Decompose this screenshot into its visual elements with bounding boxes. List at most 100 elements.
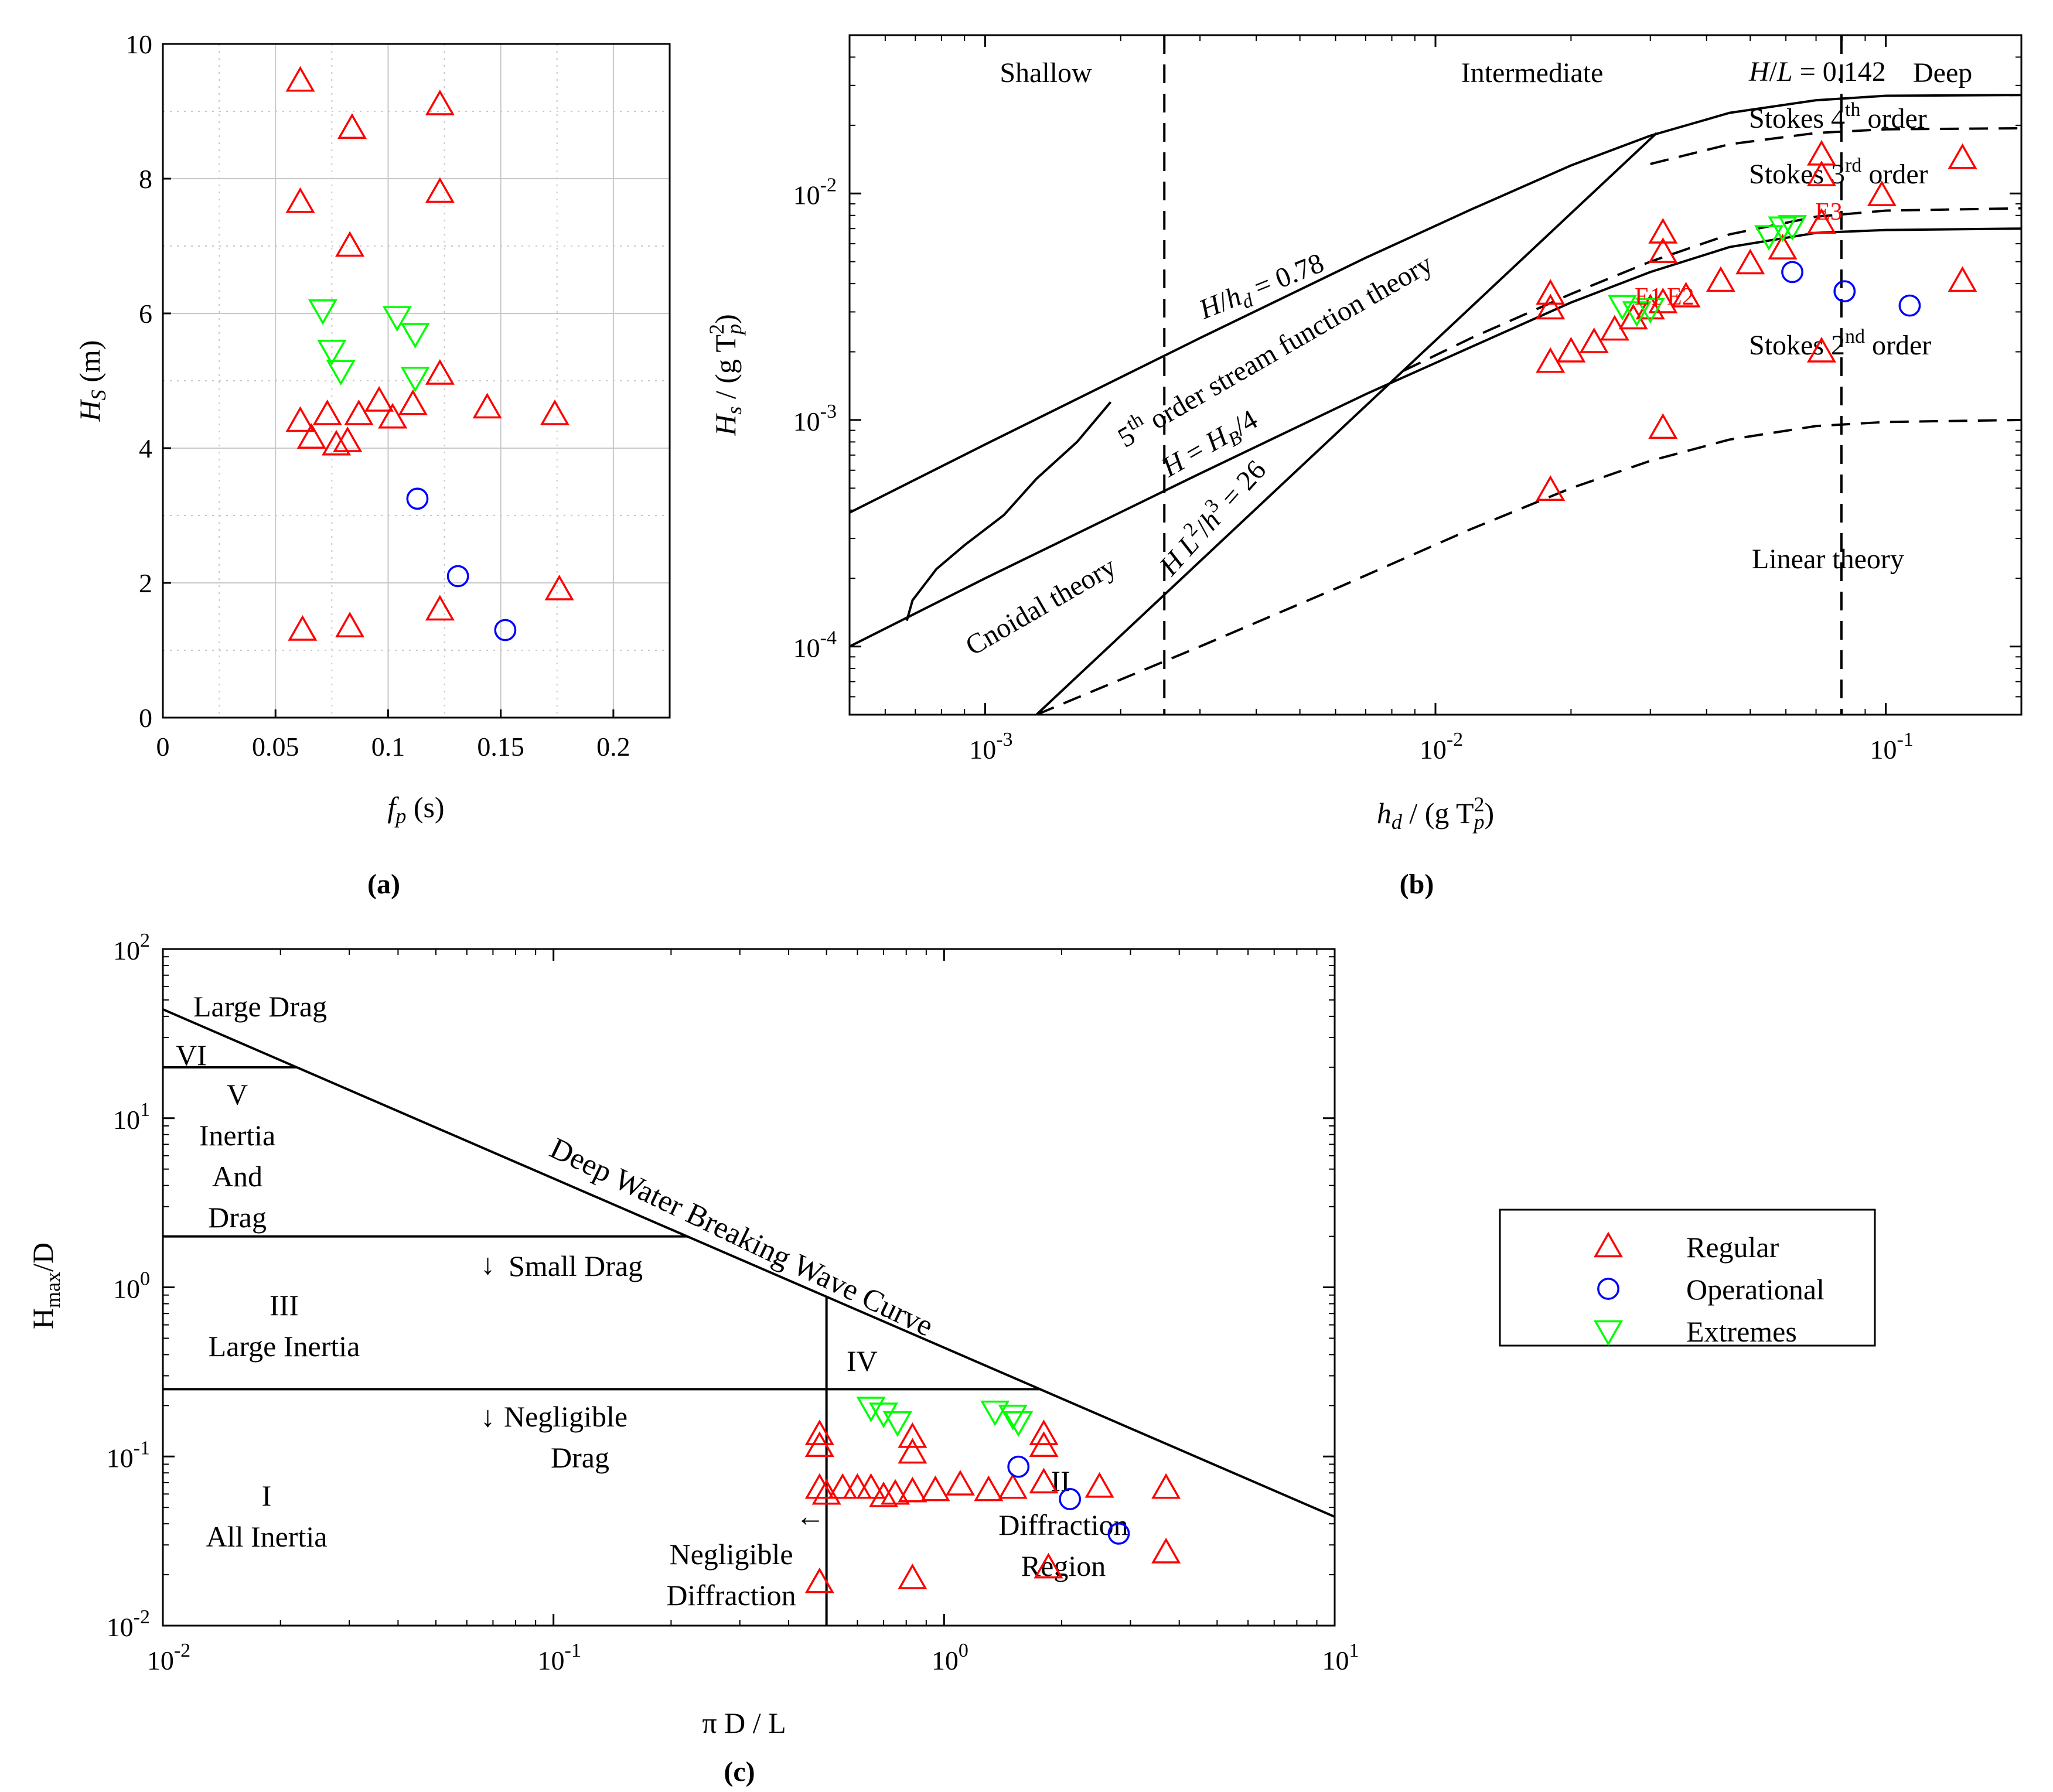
panel-c: 10-2 10-1 100 101 102 10-2 10-1 100 101 Large Dr… xyxy=(26,930,1359,1787)
point-extremes xyxy=(400,367,430,392)
point-regular xyxy=(1029,1419,1059,1445)
x-tick-label: 0 xyxy=(156,732,170,762)
point-label-e1: E1 xyxy=(1635,284,1662,310)
y-tick-label: 10-2 xyxy=(107,1606,150,1642)
point-regular xyxy=(945,1470,975,1496)
point-extremes xyxy=(869,1402,899,1429)
x-tick-label: 101 xyxy=(1322,1640,1359,1675)
y-tick-label: 10-4 xyxy=(793,627,837,663)
legend-marker-regular xyxy=(1593,1231,1624,1258)
panel-b-ticks: 10-4 10-3 10-2 10-3 10-2 10-1 xyxy=(793,35,2022,764)
x-tick-label: 10-3 xyxy=(969,729,1012,764)
x-tick-label: 10-2 xyxy=(1420,729,1463,764)
region-iv-label: IV xyxy=(847,1344,878,1377)
stokes3-boundary xyxy=(1403,207,2021,372)
hl-limit-label: H/L = 0.142 xyxy=(1748,56,1886,87)
point-operational xyxy=(1781,261,1803,284)
point-operational xyxy=(446,565,469,588)
point-regular xyxy=(540,399,569,425)
point-extremes xyxy=(1622,301,1652,327)
legend-label-extremes: Extremes xyxy=(1686,1315,1797,1348)
panel-a-ylabel: HS (m) xyxy=(73,340,110,422)
legend-entries xyxy=(1593,1231,1624,1346)
legend-marker-extremes xyxy=(1593,1320,1624,1346)
point-regular xyxy=(285,187,315,213)
y-tick-label: 2 xyxy=(139,568,152,598)
point-regular xyxy=(1034,1552,1063,1579)
point-regular xyxy=(378,402,408,429)
point-extremes xyxy=(400,323,430,349)
negligible-drag-arrow: ↓ xyxy=(480,1400,495,1433)
point-regular xyxy=(869,1482,899,1507)
point-regular xyxy=(425,595,455,621)
point-regular xyxy=(544,574,574,600)
x-tick-label: 100 xyxy=(932,1640,968,1675)
point-extremes xyxy=(980,1400,1010,1426)
panel-b-caption: (b) xyxy=(1400,869,1434,900)
point-regular xyxy=(898,1438,927,1464)
point-regular xyxy=(398,389,428,415)
point-label-e2: E2 xyxy=(1667,284,1694,310)
panel-a-markers xyxy=(285,66,574,641)
breaking-wave-curve xyxy=(163,1008,1335,1518)
y-tick-label: 10 xyxy=(125,29,152,59)
breaking-limit-curve xyxy=(850,94,2021,514)
region-vi-label: VI xyxy=(176,1039,207,1071)
point-regular xyxy=(1536,347,1566,373)
small-drag-label: Small Drag xyxy=(509,1250,643,1282)
panel-a-caption: (a) xyxy=(367,869,400,900)
y-tick-label: 10-3 xyxy=(793,401,837,436)
panel-c-axes-box xyxy=(162,948,1336,1627)
point-extremes xyxy=(1768,216,1798,243)
point-regular xyxy=(1806,208,1836,234)
point-regular xyxy=(804,1473,834,1499)
panel-a-xlabel: fp (s) xyxy=(387,791,444,828)
x-tick-label: 0.15 xyxy=(477,732,524,762)
panel-c-xlabel: π D / L xyxy=(702,1706,786,1739)
point-regular xyxy=(881,1479,910,1505)
y-tick-label: 8 xyxy=(139,164,152,194)
point-regular xyxy=(898,1422,927,1448)
point-regular xyxy=(1706,266,1735,292)
panel-b-ylabel: Hs / (g T2p) xyxy=(705,314,746,436)
panel-c-ylabel: Hmax/D xyxy=(26,1243,64,1329)
point-regular xyxy=(1029,1467,1059,1494)
point-regular xyxy=(1806,337,1836,363)
point-regular xyxy=(920,1475,950,1501)
x-tick-label: 0.05 xyxy=(252,732,299,762)
ursell-26-line xyxy=(1035,132,1658,715)
point-operational xyxy=(1059,1488,1082,1510)
x-tick-label: 0.2 xyxy=(596,732,630,762)
region-iii-desc: Large Inertia xyxy=(209,1330,360,1363)
point-regular xyxy=(364,385,394,412)
point-regular xyxy=(1768,234,1798,260)
point-regular xyxy=(472,392,502,419)
y-tick-label: 100 xyxy=(113,1268,150,1304)
region-deep-label: Deep xyxy=(1913,57,1972,88)
stokes3-label: Stokes 3rd order xyxy=(1749,155,1928,190)
point-regular xyxy=(1948,266,1977,292)
y-tick-label: 6 xyxy=(139,299,152,329)
point-regular xyxy=(1151,1537,1181,1564)
point-extremes xyxy=(882,1411,912,1437)
x-tick-label: 0.1 xyxy=(371,732,405,762)
negligible-diffraction-line1: Negligible xyxy=(669,1538,793,1571)
large-drag-label: Large Drag xyxy=(193,990,327,1023)
point-regular xyxy=(1648,413,1678,439)
stokes2-label: Stokes 2nd order xyxy=(1749,326,1931,361)
point-extremes xyxy=(1635,298,1665,324)
y-tick-label: 10-1 xyxy=(107,1437,150,1473)
point-regular xyxy=(1085,1472,1114,1498)
panel-a-grid xyxy=(163,44,670,718)
panel-a-ticks: 0 0.05 0.1 0.15 0.2 0 2 4 6 8 10 xyxy=(125,29,630,762)
point-extremes xyxy=(1607,295,1637,321)
point-regular xyxy=(1029,1431,1059,1457)
y-tick-label: 0 xyxy=(139,703,152,733)
point-extremes xyxy=(317,340,347,366)
point-regular xyxy=(804,1419,834,1445)
region-iii-label: III xyxy=(270,1289,299,1322)
point-regular xyxy=(337,113,367,139)
legend-label-regular: Regular xyxy=(1686,1231,1779,1264)
point-extremes xyxy=(326,360,356,386)
small-drag-arrow: ↓ xyxy=(480,1248,495,1281)
